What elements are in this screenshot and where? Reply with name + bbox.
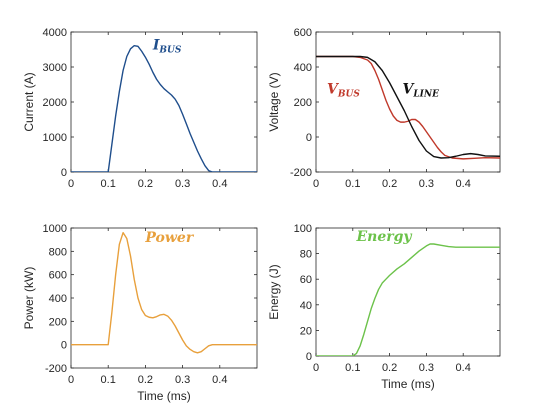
x-tick-label: 0.2 [382, 362, 397, 374]
y-tick-label: 200 [49, 316, 67, 328]
x-tick-label: 0.4 [456, 362, 471, 374]
x-tick-label: 0.3 [175, 178, 190, 190]
annotation-main: V [327, 81, 340, 97]
x-tick-label: 0.4 [212, 374, 227, 386]
y-tick-label: 4000 [43, 27, 67, 39]
voltage-annotation: VLINE [402, 81, 439, 99]
energy-panel: 0 0.1 0.2 0.3 0.4 0 20 40 60 80 100 Energy (J) Time … [267, 223, 501, 391]
annotation-subscript: LINE [412, 89, 439, 99]
y-tick-label: 3000 [43, 62, 67, 74]
y-tick-label: 40 [300, 300, 312, 312]
y-tick-label: 100 [294, 223, 312, 235]
x-tick-label: 0.2 [138, 374, 153, 386]
y-tick-label: 80 [300, 249, 312, 261]
power-annotation: Power [144, 230, 194, 246]
current-series-line-0 [71, 44, 257, 172]
y-tick-label: 0 [61, 340, 67, 352]
x-axis-label: Time (ms) [137, 389, 191, 403]
y-axis-label: Energy (J) [267, 264, 281, 319]
voltage-series-line-0 [316, 55, 500, 160]
plot-area [315, 31, 501, 173]
plot-area [70, 227, 258, 369]
annotation-subscript: BUS [337, 89, 360, 99]
x-axis-label: Time (ms) [381, 377, 435, 391]
y-tick-label: -200 [290, 167, 312, 179]
x-tick-label: 0.4 [456, 178, 471, 190]
x-tick-label: 0 [313, 362, 319, 374]
x-tick-label: 0.2 [138, 178, 153, 190]
current-panel: 0 0.1 0.2 0.3 0.4 0 1000 2000 3000 4000 Current (A… [22, 27, 258, 190]
energy-annotation: Energy [355, 229, 412, 245]
y-tick-label: 1000 [43, 132, 67, 144]
x-tick-label: 0.3 [419, 178, 434, 190]
annotation-main: Power [144, 230, 194, 246]
annotation-main: V [402, 81, 415, 97]
x-tick-label: 0.1 [345, 178, 360, 190]
x-tick-label: 0.3 [175, 374, 190, 386]
x-tick-label: 0.3 [419, 362, 434, 374]
annotation-main: I [152, 38, 160, 54]
y-tick-label: 0 [61, 167, 67, 179]
x-tick-label: 0.1 [101, 374, 116, 386]
y-tick-label: 400 [49, 293, 67, 305]
y-tick-label: 200 [294, 97, 312, 109]
y-tick-label: 600 [49, 270, 67, 282]
x-tick-label: 0.1 [345, 362, 360, 374]
annotation-main: Energy [355, 229, 412, 245]
y-tick-label: 1000 [43, 223, 67, 235]
y-tick-label: 400 [294, 62, 312, 74]
power-panel: 0 0.1 0.2 0.3 0.4-20002004006008001000Power … [22, 223, 258, 403]
power-series-line-0 [71, 231, 257, 354]
x-tick-label: 0 [68, 374, 74, 386]
y-tick-label: 0 [306, 132, 312, 144]
current-annotation: IBUS [152, 38, 182, 56]
y-tick-label: 60 [300, 274, 312, 286]
voltage-series-line-1 [316, 55, 500, 159]
y-tick-label: 600 [294, 27, 312, 39]
voltage-annotation: VBUS [327, 81, 360, 99]
y-tick-label: -200 [45, 363, 67, 375]
y-axis-label: Current (A) [22, 72, 36, 131]
x-tick-label: 0 [68, 178, 74, 190]
energy-series-line-0 [316, 243, 500, 356]
y-tick-label: 2000 [43, 97, 67, 109]
y-tick-label: 20 [300, 325, 312, 337]
y-tick-label: 0 [306, 351, 312, 363]
annotation-subscript: BUS [158, 46, 181, 56]
y-tick-label: 800 [49, 246, 67, 258]
x-tick-label: 0.2 [382, 178, 397, 190]
y-axis-label: Voltage (V) [267, 72, 281, 131]
x-tick-label: 0 [313, 178, 319, 190]
plot-area [315, 227, 501, 357]
x-tick-label: 0.1 [101, 178, 116, 190]
y-axis-label: Power (kW) [22, 267, 36, 330]
x-tick-label: 0.4 [212, 178, 227, 190]
